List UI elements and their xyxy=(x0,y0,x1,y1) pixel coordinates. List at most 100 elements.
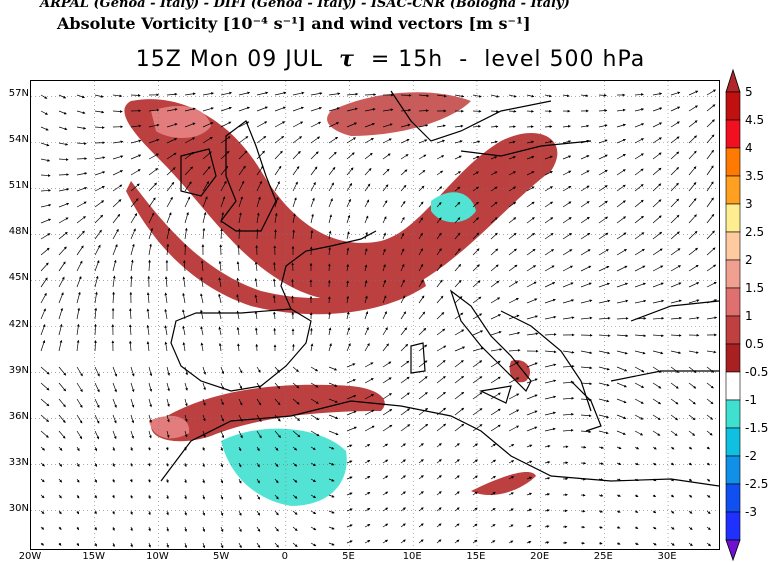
wind-vector xyxy=(508,409,520,416)
wind-vector xyxy=(165,462,169,467)
wind-vector xyxy=(310,398,319,404)
wind-vector xyxy=(490,314,502,320)
wind-vector xyxy=(526,186,535,192)
wind-vector xyxy=(236,277,240,288)
colorbar-label: 3.5 xyxy=(745,169,765,183)
wind-vector xyxy=(382,184,389,192)
wind-vector xyxy=(436,217,442,224)
wind-vector xyxy=(94,382,100,393)
wind-vector xyxy=(652,215,662,224)
wind-vector xyxy=(254,261,258,272)
wind-vector xyxy=(418,169,426,176)
wind-vector xyxy=(328,151,337,160)
wind-vector xyxy=(292,181,298,192)
wind-vector xyxy=(472,280,481,288)
wind-vector xyxy=(112,259,117,272)
wind-vector xyxy=(544,411,556,416)
wind-vector xyxy=(706,230,715,240)
wind-vector xyxy=(346,295,350,304)
wind-vector xyxy=(76,216,86,224)
wind-vector xyxy=(508,156,516,160)
wind-vector xyxy=(273,261,276,272)
wind-vector xyxy=(274,106,286,112)
wind-vector xyxy=(688,150,697,160)
wind-vector xyxy=(220,91,233,96)
wind-vector xyxy=(328,382,338,387)
wind-vector xyxy=(328,526,335,530)
wind-vector xyxy=(328,446,335,450)
wind-vector xyxy=(200,260,204,272)
wind-vector xyxy=(220,510,224,516)
wind-vector xyxy=(200,293,204,304)
wind-vector xyxy=(364,311,369,320)
wind-vector xyxy=(76,462,80,467)
wind-vector xyxy=(166,212,172,224)
wind-vector xyxy=(220,366,225,375)
wind-vector xyxy=(436,263,443,272)
wind-vector xyxy=(670,382,679,389)
wind-vector xyxy=(274,121,286,128)
vorticity-negative-patch-alps xyxy=(431,192,476,223)
wind-vector xyxy=(184,107,196,112)
wind-vector xyxy=(364,264,368,272)
wind-vector xyxy=(238,494,242,500)
wind-vector xyxy=(382,491,389,496)
wind-vector xyxy=(200,342,204,352)
wind-vector xyxy=(274,478,279,484)
wind-vector xyxy=(400,424,411,432)
wind-vector xyxy=(652,526,657,530)
wind-vector xyxy=(508,425,520,432)
wind-vector xyxy=(544,315,557,320)
wind-vector xyxy=(562,380,575,384)
wind-vector xyxy=(346,137,356,144)
wind-vector xyxy=(490,443,497,448)
wind-vector xyxy=(166,196,173,208)
wind-vector xyxy=(490,540,496,544)
wind-vector xyxy=(526,378,538,384)
wind-vector xyxy=(418,523,424,528)
wind-vector xyxy=(580,299,593,304)
wind-vector xyxy=(688,510,693,514)
wind-vector xyxy=(688,230,698,240)
wind-vector xyxy=(580,185,590,192)
wind-vector xyxy=(526,362,538,368)
wind-vector xyxy=(382,311,387,320)
wind-vector xyxy=(616,299,629,304)
wind-vector xyxy=(706,462,711,466)
wind-vector xyxy=(76,172,88,176)
wind-vector xyxy=(94,340,97,352)
wind-vector xyxy=(328,122,340,128)
wind-vector xyxy=(436,186,443,192)
longitude-label: 15W xyxy=(82,551,106,562)
colorbar-label: 2 xyxy=(745,253,753,267)
wind-vector xyxy=(274,196,279,208)
wind-vector xyxy=(634,382,645,388)
wind-vector xyxy=(202,151,212,160)
wind-vector xyxy=(490,348,503,352)
wind-vector xyxy=(58,398,66,408)
variable-title: Absolute Vorticity [10⁻⁴ s⁻¹] and wind v… xyxy=(57,14,531,33)
wind-vector xyxy=(706,299,718,304)
wind-vector xyxy=(220,150,230,160)
coastline-britain xyxy=(220,120,277,232)
wind-vector xyxy=(94,542,97,547)
wind-vector xyxy=(184,382,188,391)
wind-vector xyxy=(706,197,714,208)
wind-vector xyxy=(40,158,51,162)
wind-vector xyxy=(40,203,52,208)
longitude-label: 5W xyxy=(212,551,230,562)
wind-vector xyxy=(562,299,575,304)
wind-vector xyxy=(255,228,259,240)
wind-vector xyxy=(202,366,206,375)
wind-vector xyxy=(454,312,464,320)
wind-vector xyxy=(148,108,160,112)
wind-vector xyxy=(634,138,645,144)
wind-vector xyxy=(166,510,169,516)
wind-vector xyxy=(616,350,628,355)
wind-vector xyxy=(254,310,258,320)
latitude-label: 36N xyxy=(8,410,29,422)
wind-vector xyxy=(526,460,533,464)
wind-vector xyxy=(164,341,168,352)
wind-vector xyxy=(616,430,626,435)
wind-vector xyxy=(688,526,693,530)
